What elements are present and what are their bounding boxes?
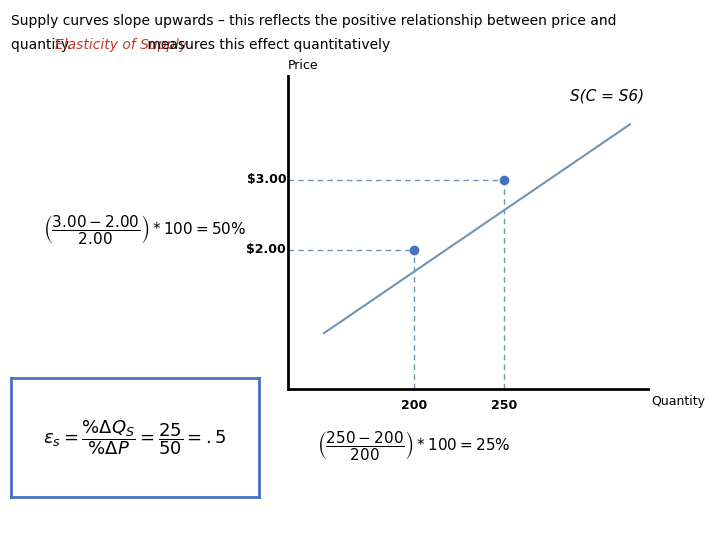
Text: measures this effect quantitatively: measures this effect quantitatively [143,38,390,52]
Text: S(C = S6): S(C = S6) [570,88,644,103]
Text: $\left(\dfrac{250-200}{200}\right)*100=25\%$: $\left(\dfrac{250-200}{200}\right)*100=2… [317,429,510,462]
Text: Price: Price [288,59,319,72]
Text: $\left(\dfrac{3.00-2.00}{2.00}\right)*100=50\%$: $\left(\dfrac{3.00-2.00}{2.00}\right)*10… [43,213,246,246]
Text: 250: 250 [491,399,517,412]
Text: $\varepsilon_s = \dfrac{\%\Delta Q_S}{\%\Delta P} = \dfrac{25}{50} = .5$: $\varepsilon_s = \dfrac{\%\Delta Q_S}{\%… [43,418,227,457]
Text: Quantity: Quantity [652,395,706,408]
Text: Supply curves slope upwards – this reflects the positive relationship between pr: Supply curves slope upwards – this refle… [11,14,616,28]
Text: quantity.: quantity. [11,38,80,52]
Text: $3.00: $3.00 [246,173,287,186]
Text: Elasticity of Supply: Elasticity of Supply [55,38,188,52]
Text: $2.00: $2.00 [246,243,287,256]
Text: 200: 200 [401,399,427,412]
